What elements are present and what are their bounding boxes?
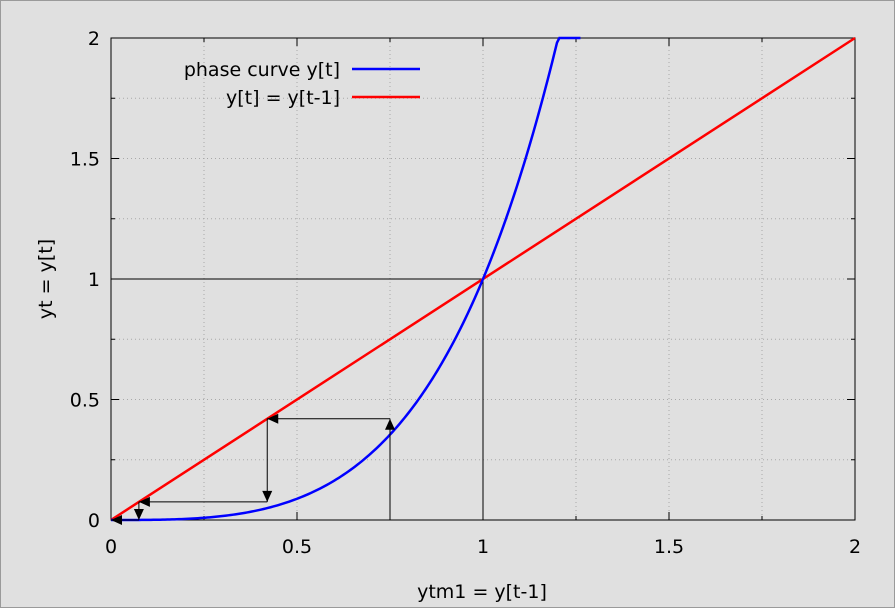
- legend: phase curve y[t] y[t] = y[t-1]: [184, 59, 420, 109]
- x-tick-label: 2: [849, 536, 861, 558]
- x-tick-label: 1.5: [654, 536, 684, 558]
- cobweb-arrow-head: [385, 418, 395, 430]
- cobweb-arrow-head: [267, 413, 279, 424]
- series-line-phase-curve: [111, 36, 581, 522]
- cobweb-arrow-head: [111, 515, 122, 525]
- cobweb-arrow-head: [138, 496, 150, 507]
- cobweb-arrow-head: [133, 509, 144, 520]
- x-tick-label: 0: [105, 536, 117, 558]
- y-tick-label: 0.5: [70, 390, 100, 412]
- reference-lines: [111, 278, 484, 520]
- y-tick-label: 2: [88, 28, 100, 50]
- y-tick-label: 1.5: [70, 149, 100, 171]
- cobweb-arrows: [111, 413, 395, 525]
- cobweb-arrow-head: [262, 490, 273, 502]
- y-tick-label: 0: [88, 510, 100, 532]
- y-axis-label: yt = y[t]: [35, 239, 57, 319]
- y-tick-label: 1: [88, 269, 100, 291]
- legend-label: y[t] = y[t-1]: [226, 87, 340, 109]
- x-tick-label: 0.5: [282, 536, 312, 558]
- x-tick-label: 1: [477, 536, 489, 558]
- series: [110, 36, 856, 522]
- legend-label: phase curve y[t]: [184, 59, 340, 81]
- axis-ticks: 0 0.5 1 1.5 2 0 0.5 1 1.5 2: [70, 28, 861, 558]
- x-axis-label: ytm1 = y[t-1]: [417, 581, 547, 603]
